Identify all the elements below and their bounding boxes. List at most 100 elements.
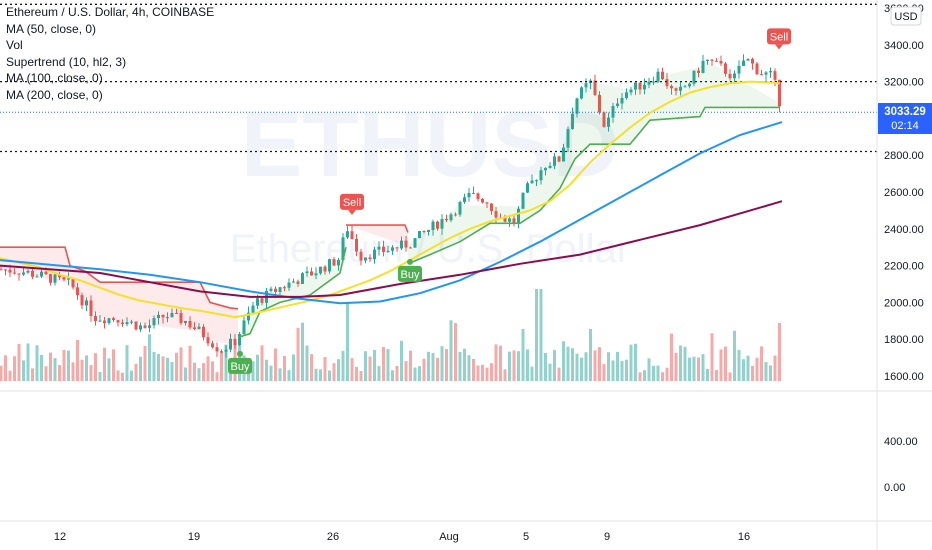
candle-body [395,247,399,249]
volume-bar [256,354,259,381]
candle-body [400,240,403,249]
volume-bar [688,357,691,381]
candle-body [440,219,444,229]
volume-bar [121,372,124,381]
legend-ma200[interactable]: MA (200, close, 0) [6,87,103,102]
volume-bar [553,350,556,381]
time-axis[interactable]: 12 19 26 Aug 5 9 16 [54,531,750,543]
volume-bar [391,370,394,381]
volume-bar [98,371,102,381]
candle-body [157,314,160,319]
candle-body [512,218,516,223]
volume-bar [427,351,430,381]
candle-body [215,347,219,352]
candle-body [724,63,727,74]
candle-body [166,317,169,319]
volume-bar [175,352,178,381]
volume-bar [328,370,331,381]
candle-body [431,221,435,230]
signal-label: Buy [401,269,420,281]
candle-body [251,305,255,313]
candle-body [494,211,498,218]
candle-body [715,60,718,62]
volume-bar [485,367,489,381]
currency-badge[interactable] [890,6,922,26]
volume-bar [301,322,304,381]
last-price-badge [878,103,932,134]
candle-body [580,87,583,99]
signal-badge-buy [228,357,252,374]
legend-vol[interactable]: Vol [6,38,23,52]
indicator-axis[interactable]: 400.00 0.00 [884,436,918,494]
candle-body [625,92,628,98]
volume-bar [35,345,39,381]
volume-bar [220,351,223,381]
volume-bar [769,365,772,381]
volume-bar [134,363,138,381]
candle-body [476,193,480,199]
indicator-tick-label: 400.00 [884,436,918,448]
volume-bar [125,345,129,381]
volume-bar [62,350,66,381]
candle-body [418,231,421,239]
volume-bar [440,346,444,381]
volume-bar [53,358,57,381]
volume-bar [458,351,462,381]
price-axis[interactable]: 3600.003400.003200.002800.002600.002400.… [884,3,924,383]
volume-bar [710,333,714,381]
candle-body [364,257,367,261]
volume-bar [773,355,777,381]
candle-body [35,276,39,278]
candle-body [436,221,439,229]
volume-bar [296,327,300,381]
time-tick-label: Aug [439,531,459,543]
volume-bar [346,303,349,381]
volume-bar [652,365,655,381]
candle-body [521,192,525,209]
volume-bar [49,352,52,381]
volume-bar [467,355,471,381]
price-tick-label: 3200.00 [884,77,924,89]
volume-bar [418,366,421,381]
candle-body [40,271,43,277]
currency-label: USD [894,11,917,23]
candle-body [197,326,201,329]
candle-body [643,84,646,90]
candle-body [8,269,12,273]
candle-body [139,325,142,330]
volume-bar [269,365,273,381]
candle-body [733,73,736,79]
candle-body [292,281,295,283]
candle-body [571,113,574,130]
volume-bar [598,347,601,381]
candle-body [152,318,156,326]
volume-bar [449,320,453,381]
volume-bar [17,343,21,381]
candle-body [44,271,48,275]
legend-title[interactable]: Ethereum / U.S. Dollar, 4h, COINBASE [6,5,215,19]
volume-bar [382,346,385,381]
candle-body [373,249,376,260]
legend-ma50[interactable]: MA (50, close, 0) [6,21,97,36]
ma100-line [0,121,783,305]
signals-layer: Buy Sell Buy Sell [228,28,791,374]
candle-body [76,287,79,296]
candle-body [13,272,16,274]
legend-supertrend[interactable]: Supertrend (10, hl2, 3) [6,54,127,69]
legend-ma100[interactable]: MA (100, close, 0) [6,71,103,85]
volume-bar [107,358,111,381]
candle-body [314,273,318,276]
volume-bar [517,351,520,381]
volume-bar [148,334,151,381]
volume-bar [755,357,759,381]
candle-body [553,156,556,166]
volume-bar [260,345,264,381]
candle-body [274,288,277,292]
candle-body [490,203,493,212]
volume-bar [575,353,579,381]
candle-body [53,274,57,283]
candle-body [481,198,484,203]
volume-bar [508,351,511,381]
volume-bar [319,369,322,381]
